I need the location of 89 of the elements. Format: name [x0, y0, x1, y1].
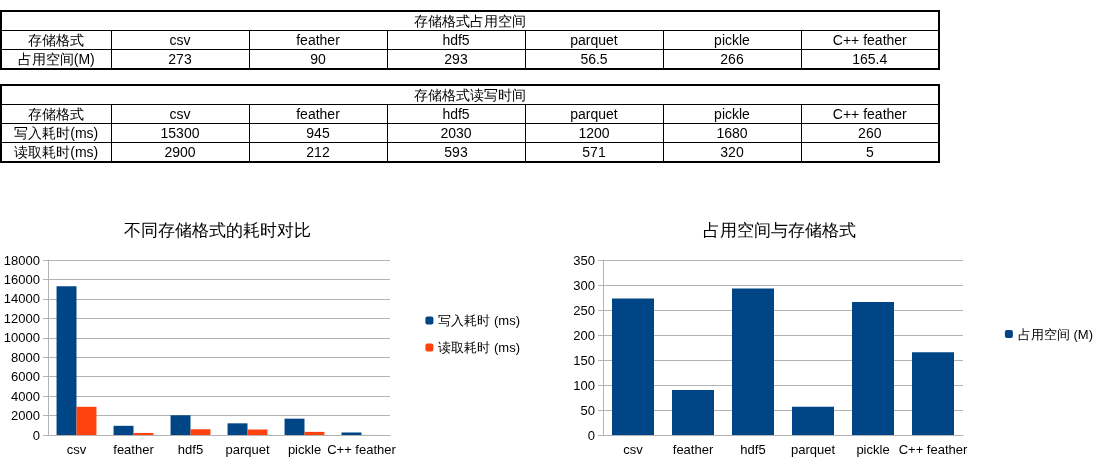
- category-label: hdf5: [387, 104, 525, 124]
- bar: [912, 352, 954, 435]
- y-tick-label: 0: [587, 427, 595, 443]
- bar: [612, 298, 654, 435]
- bar: [792, 406, 834, 435]
- y-tick-label: 0: [32, 427, 40, 443]
- y-tick-label: 18000: [3, 252, 40, 268]
- text: 读取耗时(ms): [1, 142, 111, 162]
- data-label: 1680: [663, 123, 801, 143]
- data-label: 56.5: [525, 49, 663, 69]
- category-label: feather: [249, 104, 387, 124]
- y-tick-label: 200: [573, 327, 595, 343]
- legend-label: 读取耗时 (ms): [438, 340, 521, 355]
- data-label: 1200: [525, 123, 663, 143]
- category-label: feather: [249, 30, 387, 50]
- y-tick-label: 4000: [11, 388, 40, 404]
- y-tick-label: 100: [573, 377, 595, 393]
- data-label: 945: [249, 123, 387, 143]
- text: 存储格式占用空间: [1, 11, 940, 31]
- data-label: 90: [249, 49, 387, 69]
- bar: [247, 429, 268, 435]
- data-label: 212: [249, 142, 387, 162]
- y-tick-label: 8000: [11, 349, 40, 365]
- x-tick-label: pickle: [856, 442, 890, 457]
- bar: [304, 431, 325, 435]
- text: 存储格式: [1, 30, 111, 50]
- y-tick-label: 12000: [3, 310, 40, 326]
- bar: [672, 390, 714, 435]
- x-tick-label: C++ feather: [898, 442, 968, 457]
- y-tick-label: 50: [580, 402, 595, 418]
- data-label: 320: [663, 142, 801, 162]
- bar: [56, 286, 77, 435]
- data-label: 593: [387, 142, 525, 162]
- data-label: 571: [525, 142, 663, 162]
- data-label: 266: [663, 49, 801, 69]
- category-label: csv: [111, 104, 249, 124]
- data-label: 5: [801, 142, 940, 162]
- text: 存储格式读写时间: [1, 85, 940, 105]
- x-tick-label: C++ feather: [327, 442, 397, 457]
- bar: [133, 432, 154, 435]
- category-label: hdf5: [387, 30, 525, 50]
- category-label: pickle: [663, 104, 801, 124]
- y-tick-label: 10000: [3, 330, 40, 346]
- x-tick-label: hdf5: [740, 442, 766, 457]
- bar: [227, 423, 248, 435]
- bar: [113, 425, 134, 435]
- data-label: 260: [801, 123, 940, 143]
- data-label: 273: [111, 49, 249, 69]
- x-tick-label: feather: [113, 442, 155, 457]
- chart-title: 占用空间与存储格式: [702, 221, 856, 240]
- category-label: parquet: [525, 30, 663, 50]
- x-tick-label: pickle: [287, 442, 322, 457]
- category-label: parquet: [525, 104, 663, 124]
- bar: [284, 418, 305, 435]
- category-label: csv: [111, 30, 249, 50]
- legend-label: 写入耗时 (ms): [438, 313, 521, 328]
- y-tick-label: 150: [573, 352, 595, 368]
- bar: [732, 288, 774, 435]
- data-label: 15300: [111, 123, 249, 143]
- text: 占用空间(M): [1, 49, 111, 69]
- x-tick-label: feather: [672, 442, 714, 457]
- y-tick-label: 300: [573, 277, 595, 293]
- bar: [852, 302, 894, 435]
- y-tick-label: 16000: [3, 271, 40, 287]
- text: 存储格式: [1, 104, 111, 124]
- bar: [341, 432, 362, 435]
- bar: [190, 429, 211, 435]
- x-tick-label: parquet: [225, 442, 270, 457]
- legend-label: 占用空间 (M): [1017, 326, 1094, 342]
- y-tick-label: 6000: [11, 369, 40, 385]
- y-tick-label: 2000: [11, 408, 40, 424]
- category-label: C++ feather: [801, 30, 940, 50]
- y-tick-label: 250: [573, 302, 595, 318]
- x-tick-label: hdf5: [177, 442, 204, 457]
- chart-title: 不同存储格式的耗时对比: [123, 221, 311, 240]
- y-tick-label: 350: [573, 252, 595, 268]
- x-tick-label: csv: [66, 442, 87, 457]
- x-tick-label: csv: [623, 442, 644, 457]
- bar: [76, 406, 97, 435]
- bar: [170, 415, 191, 435]
- data-label: 293: [387, 49, 525, 69]
- data-label: 2030: [387, 123, 525, 143]
- category-label: pickle: [663, 30, 801, 50]
- data-label: 2900: [111, 142, 249, 162]
- data-label: 165.4: [801, 49, 940, 69]
- category-label: C++ feather: [801, 104, 940, 124]
- text: 写入耗时(ms): [1, 123, 111, 143]
- x-tick-label: parquet: [790, 442, 836, 457]
- y-tick-label: 14000: [3, 291, 40, 307]
